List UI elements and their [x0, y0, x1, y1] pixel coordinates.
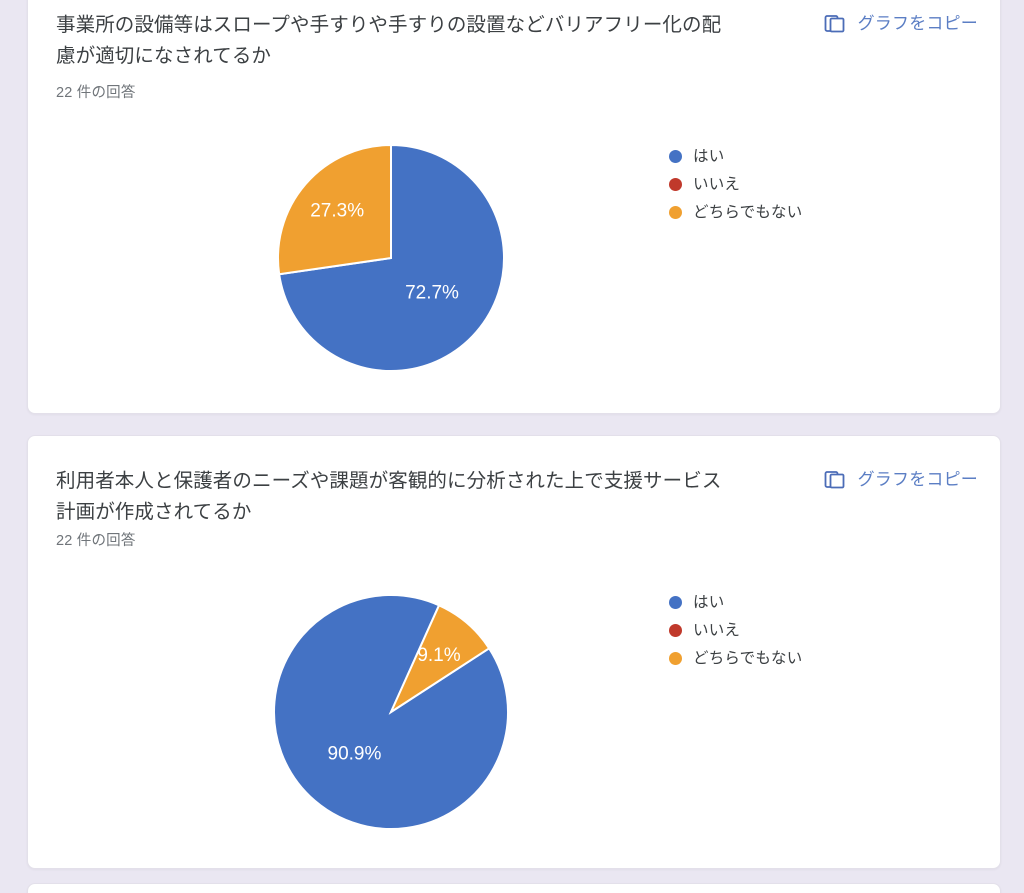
- legend-item[interactable]: どちらでもない: [669, 201, 802, 224]
- copy-icon: [823, 12, 847, 36]
- pie-slice[interactable]: [388, 603, 491, 715]
- pie-slice-label: 9.1%: [417, 645, 460, 666]
- question-card: 事業所の設備等はスロープや手すりや手すりの設置などバリアフリー化の配 慮が適切に…: [27, 0, 1001, 414]
- copy-chart-button[interactable]: グラフをコピー: [823, 468, 978, 492]
- legend-label: どちらでもない: [693, 649, 803, 667]
- copy-icon: [823, 468, 847, 492]
- legend-item[interactable]: いいえ: [669, 619, 802, 642]
- response-count: 22 件の回答: [56, 533, 136, 549]
- legend-swatch-blue: [669, 150, 682, 163]
- question-card-partial: [27, 883, 1001, 893]
- pie-slice-label: 27.3%: [310, 200, 364, 221]
- copy-chart-button[interactable]: グラフをコピー: [823, 12, 978, 36]
- chart-legend: はい いいえ どちらでもない: [669, 591, 802, 670]
- copy-chart-label: グラフをコピー: [857, 14, 978, 33]
- legend-item[interactable]: はい: [669, 591, 802, 614]
- question-title: 利用者本人と保護者のニーズや課題が客観的に分析された上で支援サービス 計画が作成…: [56, 470, 722, 523]
- legend-item[interactable]: いいえ: [669, 173, 802, 196]
- pie-chart[interactable]: 72.7% 27.3%: [276, 143, 506, 373]
- question-card: 利用者本人と保護者のニーズや課題が客観的に分析された上で支援サービス 計画が作成…: [27, 435, 1001, 869]
- legend-item[interactable]: どちらでもない: [669, 647, 802, 670]
- question-header: 利用者本人と保護者のニーズや課題が客観的に分析された上で支援サービス 計画が作成…: [56, 466, 978, 528]
- pie-chart[interactable]: 90.9% 9.1%: [272, 593, 510, 831]
- legend-swatch-red: [669, 624, 682, 637]
- legend-swatch-orange: [669, 206, 682, 219]
- legend-label: はい: [693, 147, 725, 165]
- legend-swatch-blue: [669, 596, 682, 609]
- legend-swatch-orange: [669, 652, 682, 665]
- pie-slice-label: 72.7%: [405, 283, 459, 304]
- pie-slice-label: 90.9%: [328, 744, 382, 765]
- legend-item[interactable]: はい: [669, 145, 802, 168]
- legend-label: いいえ: [693, 175, 741, 193]
- copy-chart-label: グラフをコピー: [857, 470, 978, 489]
- legend-label: どちらでもない: [693, 203, 803, 221]
- response-count: 22 件の回答: [56, 85, 136, 101]
- legend-swatch-red: [669, 178, 682, 191]
- question-title: 事業所の設備等はスロープや手すりや手すりの設置などバリアフリー化の配 慮が適切に…: [56, 14, 722, 67]
- chart-legend: はい いいえ どちらでもない: [669, 145, 802, 224]
- pie-slice[interactable]: [277, 143, 392, 276]
- legend-label: はい: [693, 593, 725, 611]
- legend-label: いいえ: [693, 621, 741, 639]
- question-header: 事業所の設備等はスロープや手すりや手すりの設置などバリアフリー化の配 慮が適切に…: [56, 10, 978, 72]
